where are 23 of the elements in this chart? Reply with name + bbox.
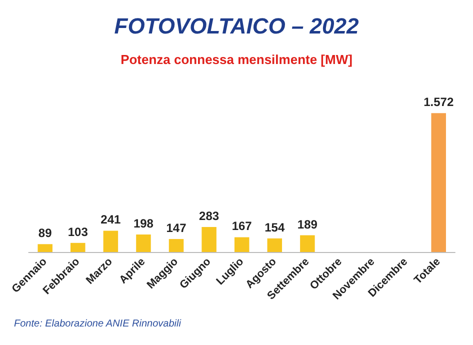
data-label: 154 xyxy=(264,220,285,234)
source-note: Fonte: Elaborazione ANIE Rinnovabili xyxy=(14,318,182,330)
bar xyxy=(70,242,86,252)
bar xyxy=(136,234,151,252)
bar xyxy=(234,237,250,252)
bar xyxy=(103,230,118,252)
data-label: 89 xyxy=(38,226,52,240)
bar xyxy=(431,113,446,252)
data-label: 147 xyxy=(166,221,187,236)
data-label: 1.572 xyxy=(424,95,454,110)
data-label: 283 xyxy=(199,209,220,223)
chart-subtitle: Potenza connessa mensilmente [MW] xyxy=(120,52,352,67)
bar xyxy=(202,227,216,252)
bar xyxy=(168,239,184,252)
data-label: 103 xyxy=(68,224,88,239)
data-label: 198 xyxy=(133,216,154,231)
bar xyxy=(267,238,282,252)
bar xyxy=(300,235,315,252)
bar xyxy=(38,244,52,252)
data-label: 167 xyxy=(232,219,252,234)
data-label: 241 xyxy=(100,212,122,227)
data-label: 189 xyxy=(297,217,318,232)
chart-title: FOTOVOLTAICO – 2022 xyxy=(114,14,360,38)
